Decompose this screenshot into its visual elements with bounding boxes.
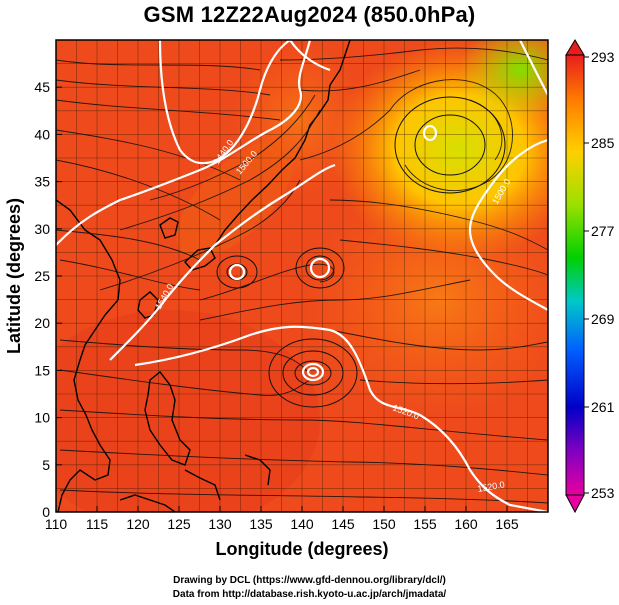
colorbar-ticks: 293 285 277 269 261 253 [584,49,615,501]
colorbar-scale [565,54,585,496]
streamlines [56,47,548,504]
y-tick-label: 40 [34,126,50,142]
height-contours [56,40,548,512]
colorbar-tick-label: 261 [591,399,615,415]
x-axis: 110 115 120 125 130 135 140 145 150 155 160 165 [45,506,519,532]
temperature-field [56,310,320,512]
x-tick-label: 110 [45,516,68,532]
y-tick-label: 20 [34,315,50,331]
y-tick-label: 10 [34,410,50,426]
x-tick-label: 140 [290,516,314,532]
x-tick-label: 165 [495,516,519,532]
colorbar-tick-label: 269 [591,311,615,327]
y-axis: 0 5 10 15 20 25 30 35 40 45 [34,79,62,520]
y-tick-label: 0 [42,504,50,520]
y-tick-label: 45 [34,79,50,95]
x-tick-label: 115 [86,516,109,532]
colorbar-tick-label: 253 [591,485,615,501]
plot-area: 1440.0 1500.0 1500.0 1540.0 1520.0 1520.… [56,40,548,512]
y-tick-label: 15 [34,362,50,378]
y-tick-label: 5 [42,457,50,473]
colorbar-min-arrow [565,494,585,514]
colorbar-max-arrow [565,39,585,56]
cool-anomaly-field [460,40,548,120]
y-tick-label: 35 [34,174,50,190]
x-tick-label: 135 [249,516,273,532]
closed-contours [228,124,438,382]
vortex-streamlines [216,96,506,408]
x-axis-title: Longitude (degrees) [215,539,388,559]
coastlines [56,40,351,512]
x-tick-label: 120 [126,516,150,532]
x-tick-label: 150 [372,516,396,532]
contour-label: 1520.0 [477,479,506,494]
x-tick-label: 160 [454,516,478,532]
x-tick-label: 130 [208,516,232,532]
x-tick-label: 145 [331,516,355,532]
y-tick-label: 30 [34,221,50,237]
colorbar: 293 285 277 269 261 253 [565,39,615,514]
colorbar-tick-label: 285 [591,135,615,151]
footer-credit-drawing: Drawing by DCL (https://www.gfd-dennou.o… [173,575,446,586]
footer-credit-data: Data from http://database.rish.kyoto-u.a… [172,589,447,600]
gridlines [56,40,548,512]
chart-title: GSM 12Z22Aug2024 (850.0hPa) [143,2,476,27]
y-tick-label: 25 [34,268,50,284]
colorbar-tick-label: 293 [591,49,615,65]
x-tick-label: 125 [167,516,191,532]
x-tick-label: 155 [413,516,437,532]
y-axis-title: Latitude (degrees) [4,198,24,354]
cool-anomaly-field [330,40,548,260]
colorbar-tick-label: 277 [591,223,615,239]
